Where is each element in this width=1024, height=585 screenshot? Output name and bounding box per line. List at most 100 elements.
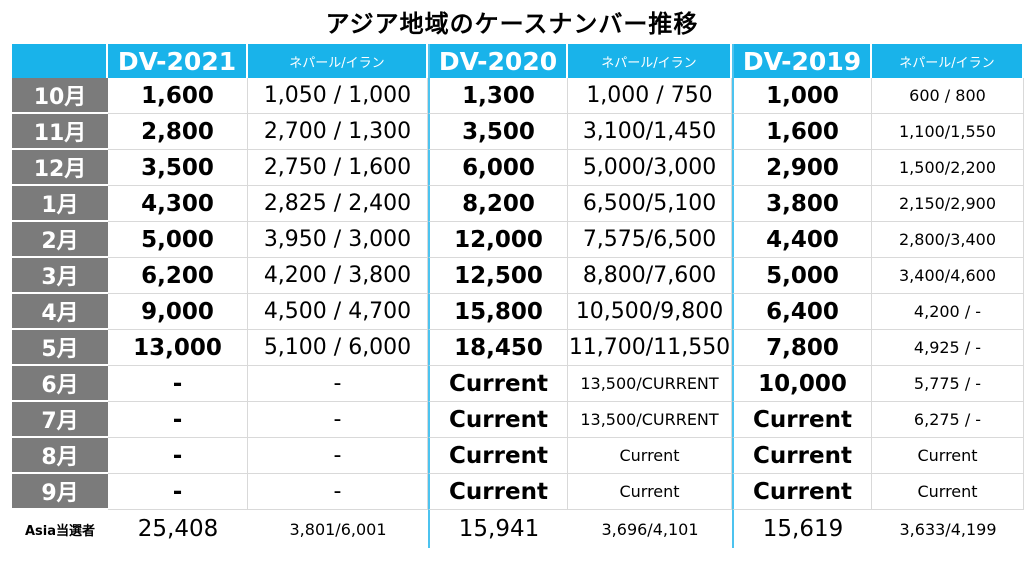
header-sub-label: ネパール/イラン [568, 44, 732, 78]
country-cell: - [248, 438, 428, 474]
country-cell: 4,925 / - [872, 330, 1024, 366]
total-cell: 5,000 [108, 222, 248, 258]
footer-country-cell: 3,633/4,199 [899, 519, 997, 539]
total-cell: 7,800 [732, 330, 872, 366]
country-cell: 1,000 / 750 [568, 78, 732, 114]
total-cell: 13,000 [108, 330, 248, 366]
month-label: 4月 [12, 294, 108, 330]
country-cell: - [248, 402, 428, 438]
total-cell: 6,400 [732, 294, 872, 330]
country-cell: 6,275 / - [872, 402, 1024, 438]
total-cell: 4,300 [108, 186, 248, 222]
total-cell: 4,400 [732, 222, 872, 258]
month-label: 9月 [12, 474, 108, 510]
header-sub-label: ネパール/イラン [248, 44, 428, 78]
total-cell: 6,000 [428, 150, 568, 186]
country-cell: 5,000/3,000 [568, 150, 732, 186]
country-cell: 8,800/7,600 [568, 258, 732, 294]
month-label: 3月 [12, 258, 108, 294]
total-cell: 10,000 [732, 366, 872, 402]
total-cell: 3,800 [732, 186, 872, 222]
total-cell: 8,200 [428, 186, 568, 222]
total-cell: - [108, 402, 248, 438]
country-cell: 6,500/5,100 [568, 186, 732, 222]
total-cell: 2,800 [108, 114, 248, 150]
table-row: 1月 4,300 2,825 / 2,400 8,200 6,500/5,100 3,80… [12, 186, 1024, 222]
total-cell: 1,600 [108, 78, 248, 114]
country-cell: 4,200 / 3,800 [248, 258, 428, 294]
country-cell: 13,500/CURRENT [568, 366, 732, 402]
total-cell: Current [428, 438, 568, 474]
total-cell: 1,000 [732, 78, 872, 114]
country-cell: 3,950 / 3,000 [248, 222, 428, 258]
month-label: 11月 [12, 114, 108, 150]
footer-row: Asia当選者 25,408 3,801/6,001 15,941 3,696/4,10… [12, 510, 1024, 548]
total-cell: 2,900 [732, 150, 872, 186]
total-cell: 6,200 [108, 258, 248, 294]
footer-total-cell: 25,408 [137, 516, 219, 542]
table-row: 12月 3,500 2,750 / 1,600 6,000 5,000/3,000 2,9… [12, 150, 1024, 186]
header-sub-label: ネパール/イラン [872, 44, 1024, 78]
total-cell: 3,500 [108, 150, 248, 186]
month-label: 6月 [12, 366, 108, 402]
country-cell: 2,150/2,900 [872, 186, 1024, 222]
total-cell: 1,600 [732, 114, 872, 150]
total-cell: 5,000 [732, 258, 872, 294]
country-cell: Current [568, 474, 732, 510]
total-cell: 15,800 [428, 294, 568, 330]
data-table: DV-2021 ネパール/イラン DV-2020 ネパール/イラン DV-2019 ネパー… [12, 44, 1024, 548]
month-label: 8月 [12, 438, 108, 474]
header-year: DV-2021 [108, 44, 248, 78]
total-cell: Current [428, 474, 568, 510]
total-cell: 12,000 [428, 222, 568, 258]
month-label: 2月 [12, 222, 108, 258]
total-cell: Current [732, 474, 872, 510]
country-cell: Current [872, 474, 1024, 510]
table-row: 10月 1,600 1,050 / 1,000 1,300 1,000 / 750 1,0… [12, 78, 1024, 114]
month-label: 10月 [12, 78, 108, 114]
country-cell: 5,100 / 6,000 [248, 330, 428, 366]
month-label: 12月 [12, 150, 108, 186]
country-cell: 1,500/2,200 [872, 150, 1024, 186]
total-cell: Current [732, 438, 872, 474]
table-row: 8月 - - Current Current Current Current [12, 438, 1024, 474]
total-cell: Current [428, 366, 568, 402]
country-cell: 2,825 / 2,400 [248, 186, 428, 222]
case-number-table: DV-2021 ネパール/イラン DV-2020 ネパール/イラン DV-2019 ネパー… [12, 44, 1024, 548]
total-cell: 18,450 [428, 330, 568, 366]
country-cell: 3,400/4,600 [872, 258, 1024, 294]
table-row: 9月 - - Current Current Current Current [12, 474, 1024, 510]
total-cell: - [108, 438, 248, 474]
total-cell: 1,300 [428, 78, 568, 114]
header-corner [12, 44, 108, 78]
total-cell: 12,500 [428, 258, 568, 294]
table-row: 2月 5,000 3,950 / 3,000 12,000 7,575/6,500 4,4… [12, 222, 1024, 258]
country-cell: 3,100/1,450 [568, 114, 732, 150]
country-cell: 2,750 / 1,600 [248, 150, 428, 186]
total-cell: - [108, 366, 248, 402]
country-cell: 1,050 / 1,000 [248, 78, 428, 114]
page-title: アジア地域のケースナンバー推移 [325, 10, 699, 38]
footer-total-cell: 15,941 [428, 510, 568, 548]
country-cell: 4,500 / 4,700 [248, 294, 428, 330]
month-label: 5月 [12, 330, 108, 366]
country-cell: - [248, 366, 428, 402]
country-cell: 2,800/3,400 [872, 222, 1024, 258]
country-cell: 600 / 800 [872, 78, 1024, 114]
total-cell: Current [732, 402, 872, 438]
table-row: 11月 2,800 2,700 / 1,300 3,500 3,100/1,450 1,6… [12, 114, 1024, 150]
country-cell: Current [568, 438, 732, 474]
table-row: 6月 - - Current 13,500/CURRENT 10,000 5,775 / - [12, 366, 1024, 402]
header-year: DV-2020 [428, 44, 568, 78]
country-cell: 13,500/CURRENT [568, 402, 732, 438]
month-label: 7月 [12, 402, 108, 438]
country-cell: 5,775 / - [872, 366, 1024, 402]
country-cell: 4,200 / - [872, 294, 1024, 330]
country-cell: 11,700/11,550 [568, 330, 732, 366]
table-row: 4月 9,000 4,500 / 4,700 15,800 10,500/9,800 6,… [12, 294, 1024, 330]
total-cell: 3,500 [428, 114, 568, 150]
footer-country-cell: 3,696/4,101 [601, 519, 699, 539]
country-cell: 1,100/1,550 [872, 114, 1024, 150]
table-row: 7月 - - Current 13,500/CURRENT Current 6,275 / … [12, 402, 1024, 438]
month-label: 1月 [12, 186, 108, 222]
